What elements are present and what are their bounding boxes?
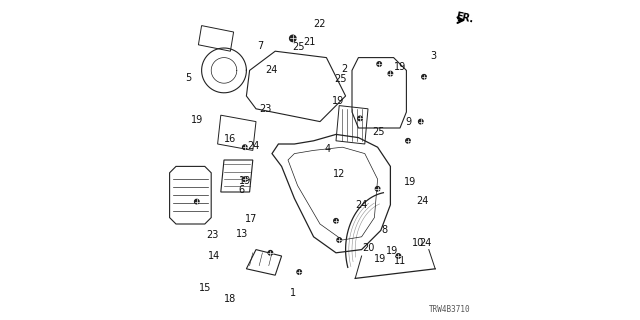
Circle shape [268, 251, 273, 255]
Text: 21: 21 [303, 36, 316, 47]
Text: 6: 6 [239, 185, 244, 196]
Circle shape [419, 119, 423, 124]
Circle shape [243, 145, 247, 149]
Circle shape [334, 219, 339, 223]
Text: 4: 4 [325, 144, 331, 154]
Text: 19: 19 [191, 115, 203, 125]
Text: 22: 22 [313, 19, 326, 29]
Text: 24: 24 [419, 238, 432, 248]
Circle shape [422, 75, 426, 79]
Text: 15: 15 [198, 283, 211, 293]
Circle shape [297, 270, 301, 274]
Text: 25: 25 [372, 127, 385, 137]
Text: 5: 5 [186, 73, 192, 84]
Text: 16: 16 [224, 134, 237, 144]
Text: 24: 24 [355, 200, 368, 210]
Text: TRW4B3710: TRW4B3710 [429, 305, 470, 314]
Text: 23: 23 [259, 104, 272, 114]
Circle shape [377, 62, 381, 66]
Circle shape [388, 71, 393, 76]
Text: 25: 25 [334, 74, 346, 84]
Text: 3: 3 [431, 51, 436, 61]
Circle shape [358, 116, 362, 121]
Circle shape [375, 187, 380, 191]
Text: 14: 14 [208, 251, 221, 261]
Text: 11: 11 [394, 256, 406, 266]
Text: 17: 17 [245, 214, 257, 224]
Text: 24: 24 [416, 196, 429, 206]
Text: FR.: FR. [454, 11, 474, 24]
Text: 10: 10 [412, 238, 424, 248]
Circle shape [396, 254, 401, 258]
Circle shape [337, 238, 342, 242]
Text: 25: 25 [292, 42, 305, 52]
Text: 23: 23 [207, 230, 219, 240]
Text: 19: 19 [374, 253, 387, 264]
Circle shape [243, 177, 247, 181]
Text: 19: 19 [239, 176, 251, 186]
Text: 24: 24 [265, 65, 278, 75]
Circle shape [195, 199, 199, 204]
Text: 19: 19 [332, 96, 344, 106]
Circle shape [406, 139, 410, 143]
Text: 1: 1 [290, 288, 296, 298]
Text: 20: 20 [362, 243, 374, 253]
Text: 7: 7 [258, 41, 264, 52]
Text: 19: 19 [386, 246, 398, 256]
Text: 19: 19 [403, 177, 416, 188]
Circle shape [289, 35, 296, 42]
Text: 19: 19 [394, 62, 406, 72]
Text: 9: 9 [405, 116, 411, 127]
Text: 13: 13 [236, 228, 248, 239]
Text: 2: 2 [341, 64, 347, 74]
Text: 18: 18 [224, 294, 237, 304]
Text: 8: 8 [381, 225, 387, 236]
Text: 12: 12 [333, 169, 346, 180]
Text: 24: 24 [247, 140, 260, 151]
